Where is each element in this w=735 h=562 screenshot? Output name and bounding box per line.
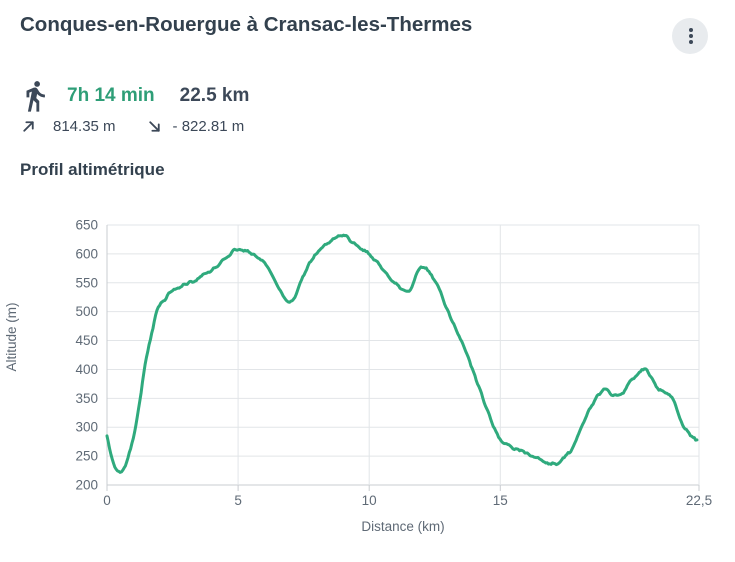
svg-text:0: 0 — [103, 493, 111, 508]
svg-text:600: 600 — [75, 246, 98, 261]
svg-text:Altitude (m): Altitude (m) — [4, 302, 19, 371]
svg-text:500: 500 — [75, 304, 98, 319]
svg-text:350: 350 — [75, 391, 98, 406]
svg-text:400: 400 — [75, 362, 98, 377]
svg-text:450: 450 — [75, 333, 98, 348]
svg-text:5: 5 — [234, 493, 242, 508]
svg-text:22,5: 22,5 — [686, 493, 712, 508]
svg-text:550: 550 — [75, 275, 98, 290]
svg-text:200: 200 — [75, 478, 98, 493]
svg-text:10: 10 — [362, 493, 377, 508]
svg-text:650: 650 — [75, 218, 98, 233]
svg-text:15: 15 — [493, 493, 508, 508]
svg-text:300: 300 — [75, 420, 98, 435]
svg-text:Distance (km): Distance (km) — [361, 519, 444, 534]
svg-text:250: 250 — [75, 449, 98, 464]
